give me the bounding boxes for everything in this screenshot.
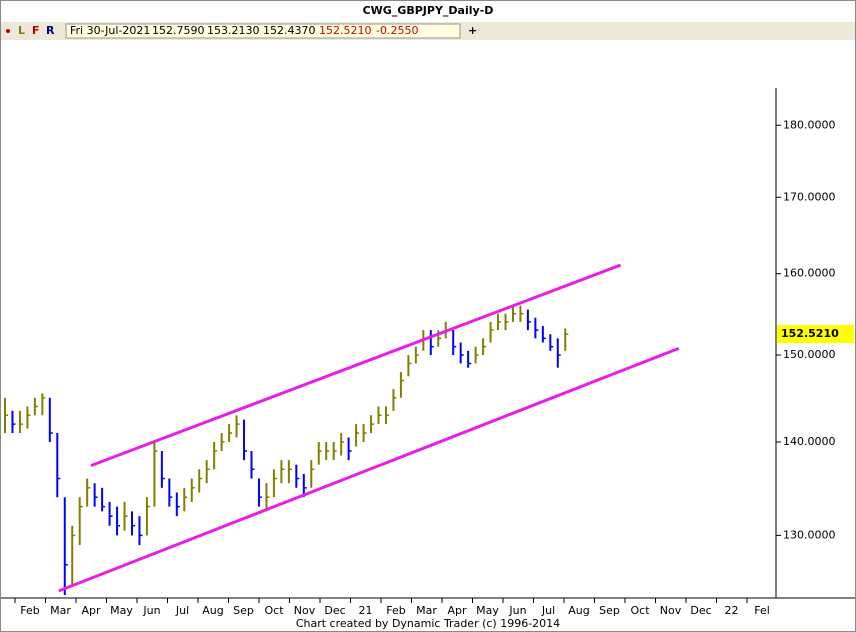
- x-tick-label: Apr: [81, 604, 101, 617]
- info-box: [65, 23, 461, 39]
- toolbar-letter[interactable]: F: [32, 24, 40, 37]
- info-date: Fri 30-Jul-2021: [70, 24, 150, 37]
- toolbar-letter[interactable]: L: [18, 24, 25, 37]
- toolbar-dot: [6, 29, 10, 33]
- x-tick-label: 21: [359, 604, 373, 617]
- info-open: 152.7590: [152, 24, 205, 37]
- x-tick-label: Jul: [175, 604, 189, 617]
- x-tick-label: Nov: [660, 604, 682, 617]
- last-price-label: 152.5210: [781, 327, 839, 340]
- x-tick-label: Mar: [416, 604, 437, 617]
- info-low: 152.4370: [263, 24, 316, 37]
- x-tick-label: Fel: [754, 604, 770, 617]
- info-close: 152.5210: [319, 24, 372, 37]
- y-tick-label: 130.0000: [783, 528, 836, 541]
- y-tick-label: 140.0000: [783, 435, 836, 448]
- add-button[interactable]: +: [468, 24, 477, 37]
- y-tick-label: 160.0000: [783, 267, 836, 280]
- info-high: 153.2130: [207, 24, 260, 37]
- x-tick-label: Nov: [294, 604, 316, 617]
- title-bar: [0, 0, 856, 22]
- y-tick-label: 170.0000: [783, 190, 836, 203]
- channel-line: [90, 263, 622, 468]
- x-tick-label: Jun: [142, 604, 160, 617]
- last-price-box: [777, 325, 854, 344]
- x-tick-label: May: [476, 604, 499, 617]
- x-tick-label: Dec: [324, 604, 345, 617]
- x-tick-label: May: [110, 604, 133, 617]
- x-tick-label: Jul: [541, 604, 555, 617]
- x-tick-label: 22: [725, 604, 739, 617]
- x-tick-label: Sep: [233, 604, 254, 617]
- x-tick-label: Dec: [690, 604, 711, 617]
- x-tick-label: Jun: [508, 604, 526, 617]
- x-tick-label: Mar: [50, 604, 71, 617]
- chart-title: CWG_GBPJPY_Daily-D: [363, 4, 494, 17]
- x-tick-label: Feb: [386, 604, 405, 617]
- x-tick-label: Sep: [599, 604, 620, 617]
- x-tick-label: Aug: [568, 604, 589, 617]
- x-tick-label: Oct: [630, 604, 650, 617]
- y-tick-label: 150.0000: [783, 348, 836, 361]
- footer: Chart created by Dynamic Trader (c) 1996…: [296, 617, 560, 630]
- y-tick-label: 180.0000: [783, 118, 836, 131]
- x-tick-label: Apr: [447, 604, 467, 617]
- info-change: -0.2550: [376, 24, 418, 37]
- x-tick-label: Oct: [264, 604, 284, 617]
- x-tick-label: Aug: [202, 604, 223, 617]
- x-tick-label: Feb: [20, 604, 39, 617]
- toolbar-letter[interactable]: R: [46, 24, 55, 37]
- channel-line: [58, 346, 680, 593]
